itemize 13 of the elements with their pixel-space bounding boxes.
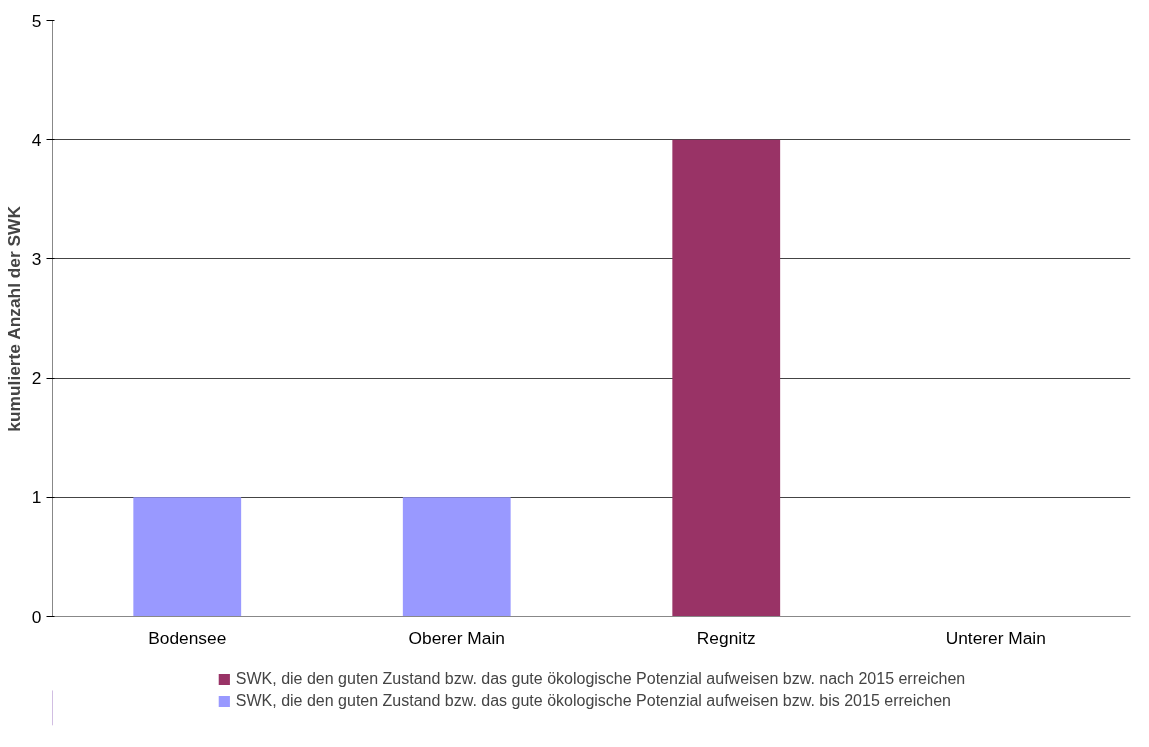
legend-label: SWK, die den guten Zustand bzw. das gute ökologische Potenzial aufweisen bzw. bis 2015 erreichen (235, 692, 951, 710)
y-tick-label: 0 (31, 606, 42, 627)
y-tick-label: 4 (31, 129, 42, 150)
y-tick-label: 1 (31, 487, 42, 508)
y-tick-label: 3 (31, 248, 42, 269)
legend-label: SWK, die den guten Zustand bzw. das gute ökologische Potenzial aufweisen bzw. nach 2015 erreichen (235, 670, 966, 688)
y-tick-label: 5 (31, 10, 42, 31)
x-tick-label: Regnitz (696, 627, 756, 648)
x-tick-label: Unterer Main (945, 627, 1046, 648)
x-tick-label: Oberer Main (408, 627, 505, 648)
y-axis-title: kumulierte Anzahl der SWK (3, 205, 24, 432)
y-tick-label: 2 (31, 368, 42, 389)
x-tick-label: Bodensee (148, 627, 227, 648)
